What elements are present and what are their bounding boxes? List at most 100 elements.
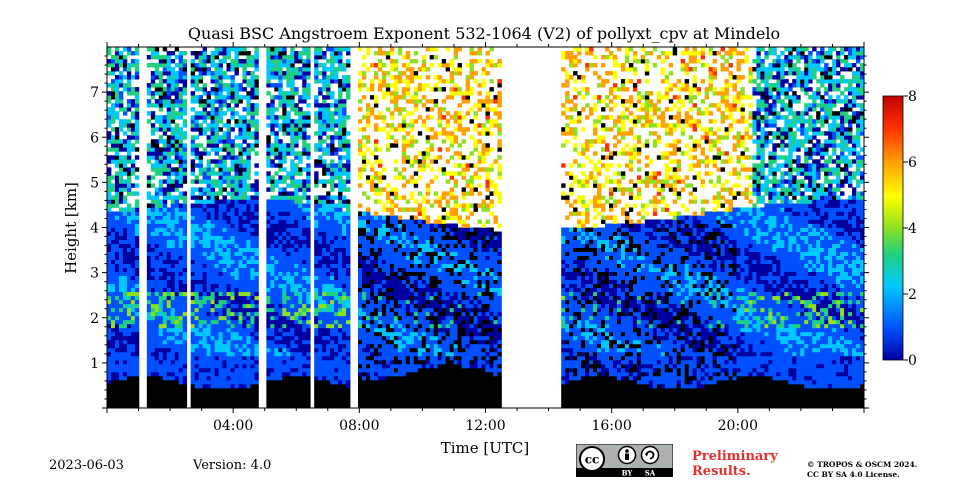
heatmap-cell	[342, 275, 347, 281]
heatmap-cell	[154, 139, 160, 144]
heatmap-cell	[146, 291, 152, 297]
heatmap-cell	[198, 195, 204, 200]
heatmap-cell	[358, 203, 363, 208]
heatmap-cell	[278, 79, 283, 84]
heatmap-cell	[242, 79, 247, 84]
heatmap-cell	[342, 195, 347, 200]
heatmap-cell	[322, 351, 327, 357]
heatmap-cell	[282, 363, 287, 369]
heatmap-cell	[202, 399, 207, 405]
heatmap-cell	[126, 339, 132, 345]
heatmap-cell	[230, 271, 235, 277]
heatmap-cell	[250, 195, 255, 200]
heatmap-cell	[170, 135, 176, 140]
heatmap-cell	[381, 363, 387, 369]
heatmap-cell	[150, 95, 156, 100]
heatmap-cell	[298, 111, 303, 116]
heatmap-cell	[242, 135, 247, 140]
heatmap-cell	[230, 91, 235, 96]
heatmap-cell	[238, 239, 243, 244]
heatmap-cell	[230, 155, 235, 160]
heatmap-cell	[206, 307, 211, 313]
heatmap-cell	[334, 71, 339, 76]
heatmap-cell	[250, 143, 255, 148]
heatmap-cell	[170, 179, 176, 184]
heatmap-cell	[294, 167, 299, 172]
heatmap-cell	[282, 355, 287, 361]
heatmap-cell	[114, 283, 120, 289]
heatmap-cell	[118, 307, 124, 313]
heatmap-cell	[166, 219, 172, 224]
heatmap-cell	[162, 211, 168, 216]
heatmap-cell	[246, 155, 251, 160]
heatmap-cell	[166, 327, 172, 333]
heatmap-cell	[242, 215, 247, 220]
heatmap-cell	[126, 399, 132, 405]
heatmap-cell	[365, 307, 371, 313]
heatmap-cell	[365, 227, 371, 232]
heatmap-cell	[270, 59, 275, 64]
heatmap-cell	[226, 47, 231, 52]
heatmap-cell	[166, 71, 172, 76]
heatmap-cell	[290, 271, 295, 277]
heatmap-cell	[274, 239, 279, 244]
heatmap-cell	[246, 299, 251, 305]
heatmap-cell	[150, 155, 156, 160]
heatmap-cell	[369, 267, 375, 273]
heatmap-cell	[202, 211, 207, 216]
heatmap-cell	[214, 143, 219, 148]
heatmap-cell	[150, 183, 156, 188]
heatmap-cell	[230, 147, 235, 152]
heatmap-cell	[110, 387, 116, 393]
heatmap-cell	[178, 367, 184, 373]
heatmap-cell	[194, 367, 200, 373]
heatmap-cell	[166, 291, 172, 297]
heatmap-cell	[294, 379, 299, 385]
heatmap-cell	[286, 103, 291, 108]
heatmap-cell	[162, 351, 168, 357]
heatmap-cell	[389, 399, 395, 405]
heatmap-cell	[178, 95, 184, 100]
heatmap-cell	[346, 375, 351, 381]
heatmap-cell	[158, 87, 164, 92]
heatmap-cell	[266, 383, 271, 389]
heatmap-cell	[314, 63, 319, 68]
heatmap-cell	[334, 239, 339, 244]
heatmap-cell	[385, 123, 391, 128]
heatmap-cell	[134, 275, 140, 281]
heatmap-cell	[278, 71, 283, 76]
heatmap-cell	[346, 235, 351, 240]
heatmap-cell	[214, 395, 219, 401]
heatmap-cell	[266, 291, 271, 297]
heatmap-cell	[150, 275, 156, 281]
heatmap-cell	[130, 387, 136, 393]
heatmap-cell	[222, 95, 227, 100]
heatmap-cell	[326, 235, 331, 240]
heatmap-cell	[365, 247, 371, 252]
heatmap-cell	[294, 291, 299, 297]
heatmap-cell	[326, 311, 331, 317]
heatmap-cell	[202, 359, 207, 365]
heatmap-cell	[302, 187, 307, 192]
heatmap-cell	[318, 235, 323, 240]
heatmap-cell	[166, 367, 172, 373]
heatmap-cell	[238, 51, 243, 56]
heatmap-cell	[222, 379, 227, 385]
heatmap-cell	[294, 235, 299, 240]
heatmap-cell	[278, 335, 283, 341]
heatmap-cell	[346, 179, 351, 184]
heatmap-cell	[358, 251, 363, 256]
heatmap-cell	[246, 375, 251, 381]
heatmap-cell	[330, 395, 335, 401]
heatmap-cell	[130, 331, 136, 337]
heatmap-cell	[234, 227, 239, 232]
heatmap-cell	[134, 51, 140, 56]
heatmap-cell	[294, 139, 299, 144]
heatmap-cell	[134, 299, 140, 305]
heatmap-cell	[330, 71, 335, 76]
heatmap-cell	[365, 267, 371, 273]
heatmap-cell	[286, 115, 291, 120]
heatmap-cell	[190, 311, 196, 317]
heatmap-cell	[206, 391, 211, 397]
heatmap-cell	[154, 207, 160, 212]
